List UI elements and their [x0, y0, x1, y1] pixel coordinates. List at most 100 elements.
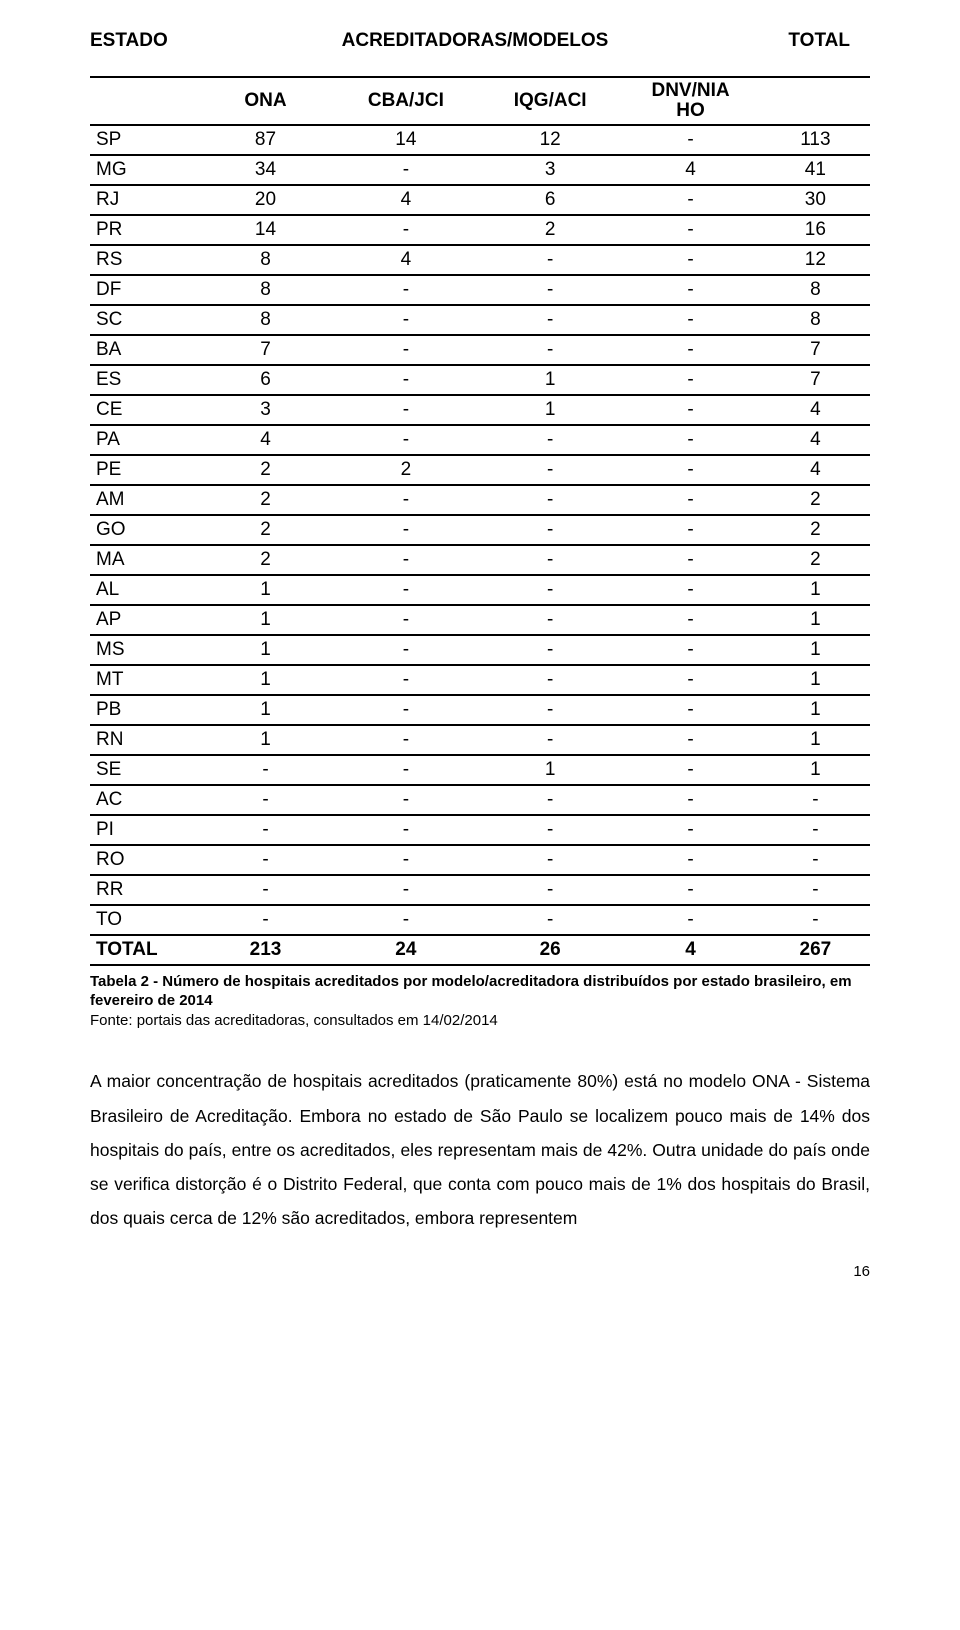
table-row: GO2---2	[90, 515, 870, 545]
cell-ona: 14	[199, 215, 332, 245]
cell-ona: 87	[199, 125, 332, 155]
cell-cba: -	[332, 785, 480, 815]
table-row: ES6-1-7	[90, 365, 870, 395]
cell-state: PI	[90, 815, 199, 845]
cell-iqg: -	[480, 875, 620, 905]
cell-total: 2	[761, 515, 870, 545]
cell-total: 7	[761, 335, 870, 365]
cell-iqg: -	[480, 425, 620, 455]
table-row: DF8---8	[90, 275, 870, 305]
cell-ona: 1	[199, 635, 332, 665]
cell-state: PR	[90, 215, 199, 245]
cell-dnv: 4	[620, 935, 760, 965]
table-caption: Tabela 2 - Número de hospitais acreditad…	[90, 972, 870, 1011]
table-row: PB1---1	[90, 695, 870, 725]
cell-dnv: -	[620, 605, 760, 635]
table-row: SC8---8	[90, 305, 870, 335]
data-table: ONA CBA/JCI IQG/ACI DNV/NIA HO SP871412-…	[90, 76, 870, 966]
cell-cba: -	[332, 665, 480, 695]
cell-state: RS	[90, 245, 199, 275]
cell-ona: 2	[199, 485, 332, 515]
cell-ona: 3	[199, 395, 332, 425]
cell-state: DF	[90, 275, 199, 305]
cell-dnv: -	[620, 875, 760, 905]
cell-iqg: -	[480, 305, 620, 335]
cell-state: PE	[90, 455, 199, 485]
cell-dnv: -	[620, 215, 760, 245]
cell-cba: -	[332, 155, 480, 185]
cell-cba: 14	[332, 125, 480, 155]
cell-iqg: 6	[480, 185, 620, 215]
subheader-cba: CBA/JCI	[332, 77, 480, 125]
table-row: SP871412-113	[90, 125, 870, 155]
subheader-dnv: DNV/NIA HO	[620, 77, 760, 125]
cell-dnv: -	[620, 455, 760, 485]
cell-cba: -	[332, 215, 480, 245]
cell-total: 4	[761, 425, 870, 455]
cell-ona: 8	[199, 275, 332, 305]
cell-cba: -	[332, 515, 480, 545]
cell-ona: 2	[199, 545, 332, 575]
cell-dnv: -	[620, 815, 760, 845]
cell-total: -	[761, 785, 870, 815]
cell-iqg: -	[480, 605, 620, 635]
cell-dnv: -	[620, 245, 760, 275]
cell-dnv: -	[620, 905, 760, 935]
cell-iqg: -	[480, 785, 620, 815]
cell-ona: 1	[199, 725, 332, 755]
cell-state: BA	[90, 335, 199, 365]
cell-dnv: -	[620, 635, 760, 665]
table-row: AL1---1	[90, 575, 870, 605]
table-row: PR14-2-16	[90, 215, 870, 245]
subheader-dnv-line1: DNV/NIA	[651, 80, 729, 101]
cell-state: MA	[90, 545, 199, 575]
table-row: RJ2046-30	[90, 185, 870, 215]
cell-state: RR	[90, 875, 199, 905]
subheader-dnv-line2: HO	[676, 100, 705, 121]
cell-iqg: -	[480, 335, 620, 365]
cell-iqg: -	[480, 845, 620, 875]
header-acreditadoras: ACREDITADORAS/MODELOS	[200, 30, 750, 52]
cell-total: 41	[761, 155, 870, 185]
cell-state: SC	[90, 305, 199, 335]
cell-dnv: -	[620, 545, 760, 575]
cell-dnv: -	[620, 365, 760, 395]
cell-dnv: -	[620, 395, 760, 425]
cell-state: MT	[90, 665, 199, 695]
cell-cba: 24	[332, 935, 480, 965]
cell-iqg: -	[480, 485, 620, 515]
cell-iqg: -	[480, 515, 620, 545]
cell-total: 2	[761, 545, 870, 575]
cell-ona: -	[199, 845, 332, 875]
table-row: RR-----	[90, 875, 870, 905]
cell-state: CE	[90, 395, 199, 425]
cell-total: 2	[761, 485, 870, 515]
cell-dnv: -	[620, 845, 760, 875]
cell-total: 1	[761, 605, 870, 635]
cell-iqg: 1	[480, 395, 620, 425]
table-row: RO-----	[90, 845, 870, 875]
cell-iqg: -	[480, 455, 620, 485]
subheader-iqg: IQG/ACI	[480, 77, 620, 125]
cell-cba: -	[332, 365, 480, 395]
cell-iqg: 2	[480, 215, 620, 245]
cell-dnv: -	[620, 725, 760, 755]
body-paragraph: A maior concentração de hospitais acredi…	[90, 1064, 870, 1235]
cell-total: 267	[761, 935, 870, 965]
cell-total: 1	[761, 665, 870, 695]
cell-state: RJ	[90, 185, 199, 215]
cell-iqg: -	[480, 725, 620, 755]
cell-cba: -	[332, 575, 480, 605]
cell-total: 16	[761, 215, 870, 245]
cell-ona: 1	[199, 575, 332, 605]
table-row: SE--1-1	[90, 755, 870, 785]
cell-cba: -	[332, 275, 480, 305]
table-row: AC-----	[90, 785, 870, 815]
cell-dnv: -	[620, 305, 760, 335]
cell-state: GO	[90, 515, 199, 545]
cell-ona: 4	[199, 425, 332, 455]
cell-cba: 4	[332, 245, 480, 275]
cell-iqg: -	[480, 635, 620, 665]
cell-ona: 8	[199, 305, 332, 335]
cell-cba: -	[332, 305, 480, 335]
